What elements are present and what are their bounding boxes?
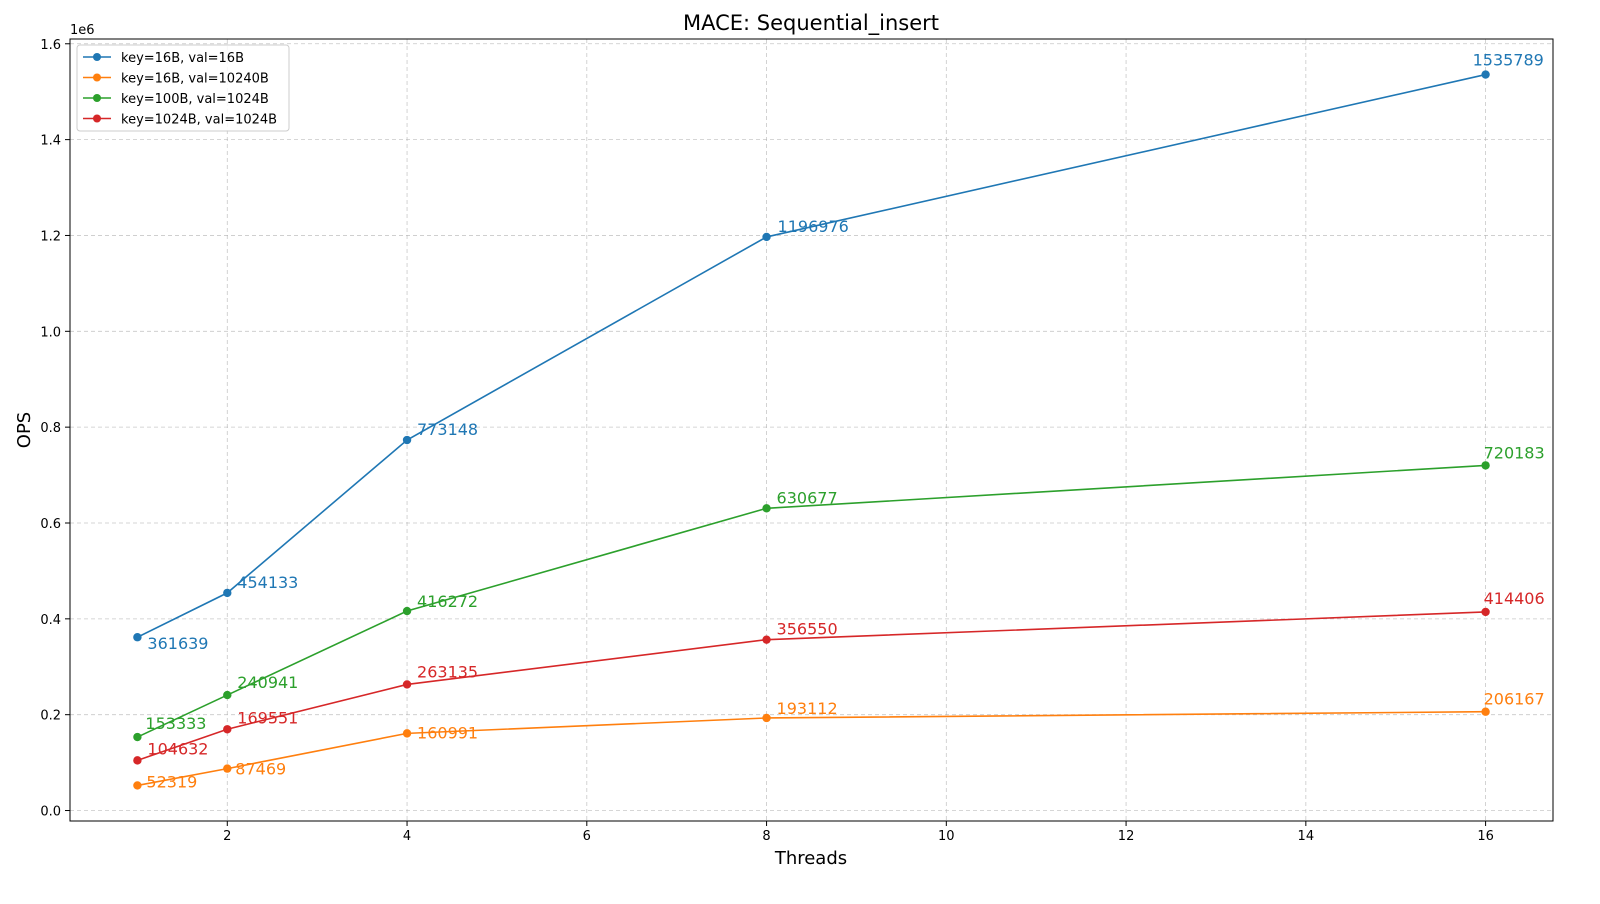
data-point (223, 764, 232, 773)
data-point (1481, 70, 1490, 79)
data-label: 104632 (147, 739, 208, 758)
y-tick-label: 0.8 (40, 421, 61, 436)
data-point (402, 435, 412, 445)
data-label: 87469 (235, 760, 286, 779)
x-tick-label: 2 (223, 829, 231, 844)
data-label: 169551 (237, 708, 298, 727)
y-tick-label: 0.0 (40, 805, 61, 820)
legend: key=16B, val=16B key=16B, val=10240B key=1… (76, 44, 290, 132)
legend-marker (93, 53, 101, 61)
data-point (1481, 607, 1490, 617)
y-tick-label: 1.6 (40, 38, 61, 53)
data-label: 630677 (777, 488, 838, 507)
data-point (762, 232, 771, 242)
legend-entry: key=16B, val=10240B (121, 72, 269, 87)
series-line (137, 710, 1486, 787)
y-offset-label: 1e6 (70, 23, 95, 38)
data-label: 206167 (1484, 690, 1545, 709)
x-tick-label: 4 (403, 829, 411, 844)
data-labels: 361639 454133 773148 1196976 1535789 52319 874… (145, 51, 1544, 792)
data-point (762, 713, 771, 723)
data-point (402, 680, 412, 689)
data-point (223, 588, 232, 598)
data-label: 356550 (777, 620, 838, 639)
y-tick-label: 1.4 (40, 134, 61, 149)
y-tick-label: 0.6 (40, 517, 61, 532)
data-label: 1196976 (778, 217, 849, 236)
data-label: 153333 (145, 714, 206, 733)
y-tick-label: 1.0 (40, 325, 61, 340)
ticks: 2 4 6 8 10 12 14 16 0.0 0.2 0.4 0.6 0.8 1.0 1.2 1.4 1.6 (40, 38, 1494, 844)
x-tick-label: 14 (1298, 829, 1315, 844)
data-point (1481, 461, 1490, 470)
plot-frame (69, 38, 1554, 822)
data-label: 240941 (237, 673, 298, 692)
legend-marker (93, 114, 101, 123)
data-point (133, 781, 142, 790)
legend-entry: key=100B, val=1024B (121, 92, 269, 107)
y-tick-label: 1.2 (40, 229, 61, 244)
data-label: 1535789 (1473, 51, 1544, 70)
series-line (137, 73, 1486, 638)
legend-marker (93, 73, 101, 82)
data-point (133, 756, 142, 765)
series-group (133, 70, 1490, 790)
data-label: 454133 (237, 573, 298, 592)
data-label: 160991 (417, 723, 478, 742)
data-point (223, 690, 232, 700)
y-tick-label: 0.2 (40, 709, 61, 724)
data-label: 361639 (147, 634, 208, 653)
x-tick-label: 16 (1477, 829, 1494, 844)
data-point (223, 725, 232, 734)
data-label: 416272 (417, 592, 478, 611)
chart-title: MACE: Sequential_insert (683, 11, 939, 36)
data-point (762, 504, 771, 513)
data-point (1481, 707, 1490, 716)
data-point (133, 633, 142, 642)
legend-marker (93, 94, 101, 102)
y-tick-label: 0.4 (40, 613, 61, 628)
legend-entry: key=16B, val=16B (121, 51, 244, 66)
x-axis-label: Threads (774, 848, 847, 869)
data-label: 52319 (146, 772, 197, 791)
legend-box (76, 44, 290, 132)
data-point (402, 606, 412, 616)
x-tick-label: 12 (1118, 829, 1135, 844)
y-axis-label: OPS (14, 412, 35, 448)
data-label: 193112 (777, 699, 838, 718)
data-label: 414406 (1484, 589, 1545, 608)
data-label: 720183 (1484, 443, 1545, 462)
legend-entry: key=1024B, val=1024B (121, 113, 277, 128)
data-point (402, 729, 412, 738)
x-tick-label: 8 (762, 829, 770, 844)
data-label: 263135 (417, 662, 478, 681)
data-label: 773148 (417, 420, 478, 439)
x-tick-label: 10 (938, 829, 955, 844)
data-point (133, 732, 142, 742)
data-point (762, 635, 771, 644)
x-tick-label: 6 (583, 829, 591, 844)
